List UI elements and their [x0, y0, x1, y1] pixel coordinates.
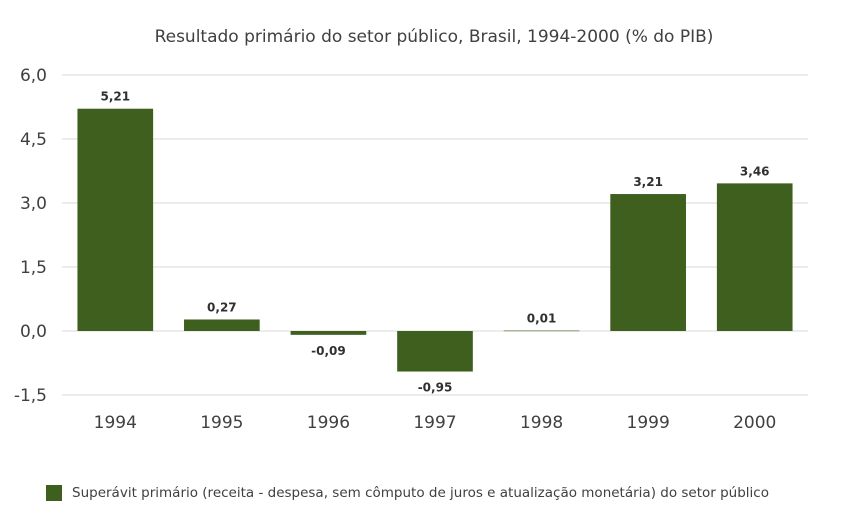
- bars: [77, 108, 793, 372]
- y-axis-ticks: 6,0 4,5 3,0 1,5 0,0 -1,5: [14, 66, 47, 406]
- x-tick-label: 1998: [520, 413, 563, 433]
- data-label: 0,01: [527, 312, 557, 326]
- data-label: -0,09: [311, 344, 346, 358]
- bar: [77, 108, 154, 331]
- x-tick-label: 1995: [200, 413, 243, 433]
- x-tick-label: 1999: [627, 413, 670, 433]
- data-label: 3,21: [633, 175, 663, 189]
- x-tick-label: 1994: [94, 413, 137, 433]
- bar: [397, 331, 473, 372]
- bar: [290, 331, 367, 335]
- legend: Superávit primário (receita - despesa, s…: [46, 485, 769, 501]
- legend-swatch: [46, 485, 62, 501]
- x-tick-label: 1996: [307, 413, 350, 433]
- bar: [503, 330, 580, 332]
- y-tick-label: 1,5: [20, 258, 47, 278]
- bar: [610, 194, 686, 331]
- legend-label: Superávit primário (receita - despesa, s…: [72, 485, 769, 501]
- x-axis-ticks: 1994 1995 1996 1997 1998 1999 2000: [94, 413, 777, 433]
- x-tick-label: 1997: [413, 413, 456, 433]
- y-tick-label: 4,5: [20, 130, 47, 150]
- data-label: 0,27: [207, 300, 237, 314]
- data-label: 3,46: [740, 164, 770, 178]
- y-tick-label: 6,0: [20, 66, 47, 86]
- y-tick-label: 3,0: [20, 194, 47, 214]
- bar: [184, 319, 260, 331]
- y-tick-label: 0,0: [20, 322, 47, 342]
- data-label: -0,95: [418, 381, 453, 395]
- y-tick-label: -1,5: [14, 386, 47, 406]
- bar: [716, 183, 793, 331]
- data-label: 5,21: [100, 90, 130, 104]
- data-labels: 5,21 0,27 -0,09 -0,95 0,01 3,21 3,46: [100, 90, 769, 395]
- chart-title: Resultado primário do setor público, Bra…: [155, 27, 714, 47]
- x-tick-label: 2000: [733, 413, 776, 433]
